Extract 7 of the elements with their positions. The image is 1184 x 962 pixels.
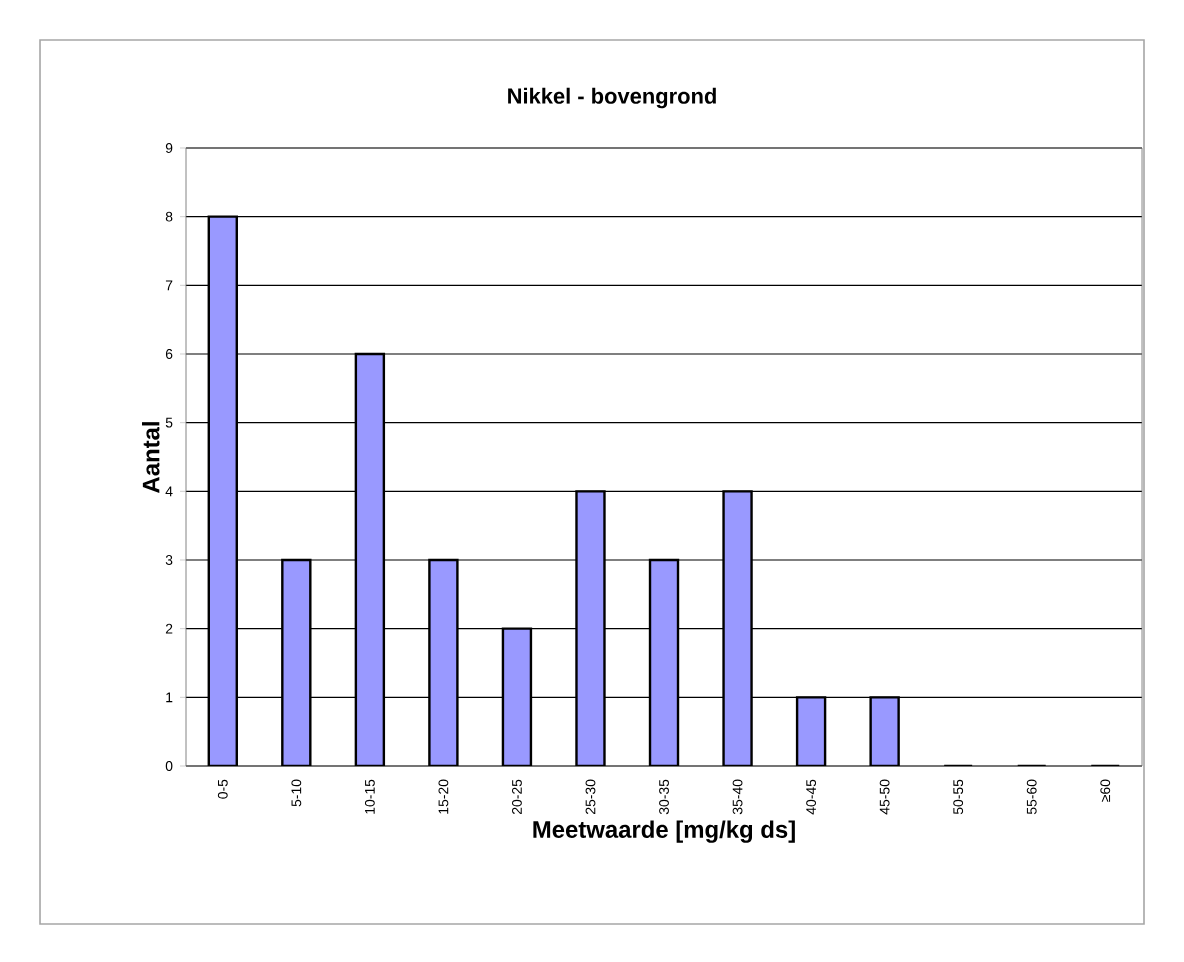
x-axis-title: Meetwaarde [mg/kg ds]: [533, 820, 795, 843]
bar: [354, 352, 386, 766]
bar: [207, 215, 238, 766]
bar: [501, 627, 533, 766]
y-axis-title: Aantal: [141, 422, 160, 493]
bar: [648, 558, 680, 766]
chart-title: Nikkel - bovengrond: [508, 87, 716, 109]
